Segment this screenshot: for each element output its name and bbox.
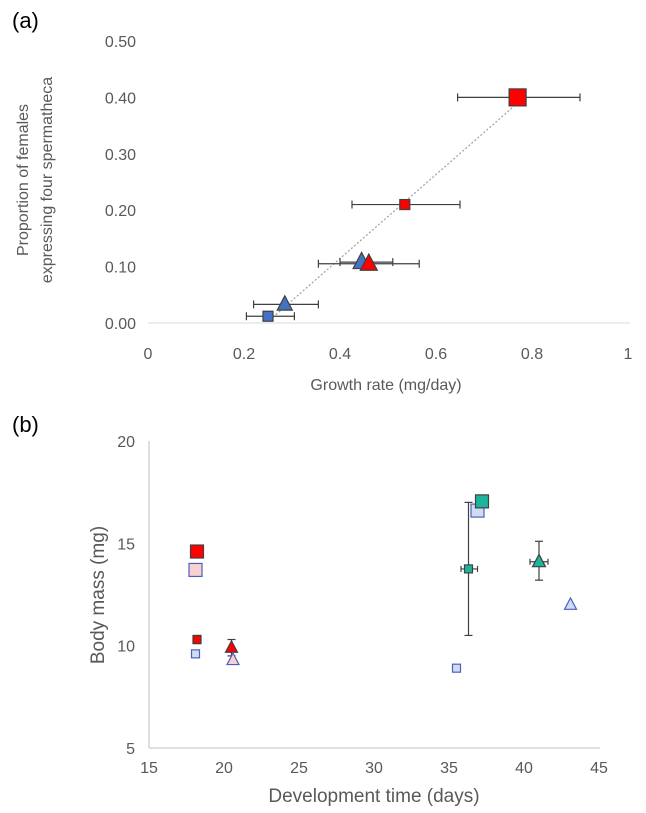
panel-b-label: (b) bbox=[12, 412, 39, 437]
y-tick-label: 0.10 bbox=[105, 260, 136, 277]
x-tick-label: 0 bbox=[144, 346, 153, 363]
x-tick-label: 35 bbox=[440, 760, 458, 777]
y-tick-label: 15 bbox=[117, 536, 135, 553]
x-tick-label: 45 bbox=[590, 760, 608, 777]
y-tick-label: 20 bbox=[117, 434, 135, 451]
x-tick-label: 0.8 bbox=[521, 346, 543, 363]
data-point-square bbox=[399, 198, 411, 211]
data-point-triangle bbox=[224, 639, 239, 653]
x-tick-label: 15 bbox=[140, 760, 158, 777]
panel-a-x-ticks: 0 0.2 0.4 0.6 0.8 1 bbox=[144, 346, 633, 363]
panel-b-points bbox=[188, 494, 578, 673]
y-tick-label: 0.50 bbox=[105, 34, 136, 51]
data-point-square bbox=[262, 310, 274, 322]
data-point-triangle bbox=[359, 252, 379, 271]
y-tick-label: 10 bbox=[117, 639, 135, 656]
x-tick-label: 30 bbox=[365, 760, 383, 777]
data-point-square bbox=[463, 564, 474, 574]
y-tick-label: 0.20 bbox=[105, 203, 136, 220]
panel-a-y-label-line1: Proportion of females bbox=[15, 104, 32, 256]
x-tick-label: 40 bbox=[515, 760, 533, 777]
data-point-triangle bbox=[531, 553, 547, 568]
panel-b: (b) 5 10 15 20 15 20 25 30 35 40 45 Development t… bbox=[12, 412, 608, 807]
data-point-square bbox=[189, 544, 205, 559]
panel-a-label: (a) bbox=[12, 8, 39, 33]
panel-a-y-label-line2: expressing four spermatheca bbox=[39, 77, 56, 283]
y-tick-label: 5 bbox=[126, 741, 135, 758]
y-tick-label: 0.30 bbox=[105, 147, 136, 164]
data-point-square bbox=[474, 494, 490, 509]
x-tick-label: 0.6 bbox=[425, 346, 447, 363]
panel-a-points bbox=[245, 88, 581, 322]
data-point-square bbox=[508, 88, 527, 107]
data-point-square bbox=[192, 634, 202, 645]
panel-b-x-ticks: 15 20 25 30 35 40 45 bbox=[140, 760, 608, 777]
panel-b-y-label: Body mass (mg) bbox=[88, 526, 109, 664]
x-tick-label: 25 bbox=[290, 760, 308, 777]
x-tick-label: 20 bbox=[215, 760, 233, 777]
panel-b-x-label: Development time (days) bbox=[268, 786, 479, 807]
y-tick-label: 0.40 bbox=[105, 90, 136, 107]
panel-a-y-ticks: 0.00 0.10 0.20 0.30 0.40 0.50 bbox=[105, 34, 136, 333]
panel-b-y-ticks: 5 10 15 20 bbox=[117, 434, 135, 758]
panel-a: (a) 0.000.100.200.300.400.50 0 0.2 0.4 0.6 0… bbox=[12, 8, 633, 394]
panel-a-trendline bbox=[272, 102, 519, 318]
x-tick-label: 0.2 bbox=[233, 346, 255, 363]
data-point-triangle bbox=[276, 294, 294, 311]
data-point-square bbox=[188, 562, 203, 578]
data-point-square bbox=[451, 663, 462, 673]
data-point-triangle bbox=[226, 651, 240, 666]
y-tick-label: 0.00 bbox=[105, 316, 136, 333]
x-tick-label: 1 bbox=[624, 346, 633, 363]
data-point-square bbox=[190, 649, 201, 659]
panel-a-x-label: Growth rate (mg/day) bbox=[310, 377, 461, 394]
data-point-triangle bbox=[563, 596, 578, 610]
x-tick-label: 0.4 bbox=[329, 346, 351, 363]
